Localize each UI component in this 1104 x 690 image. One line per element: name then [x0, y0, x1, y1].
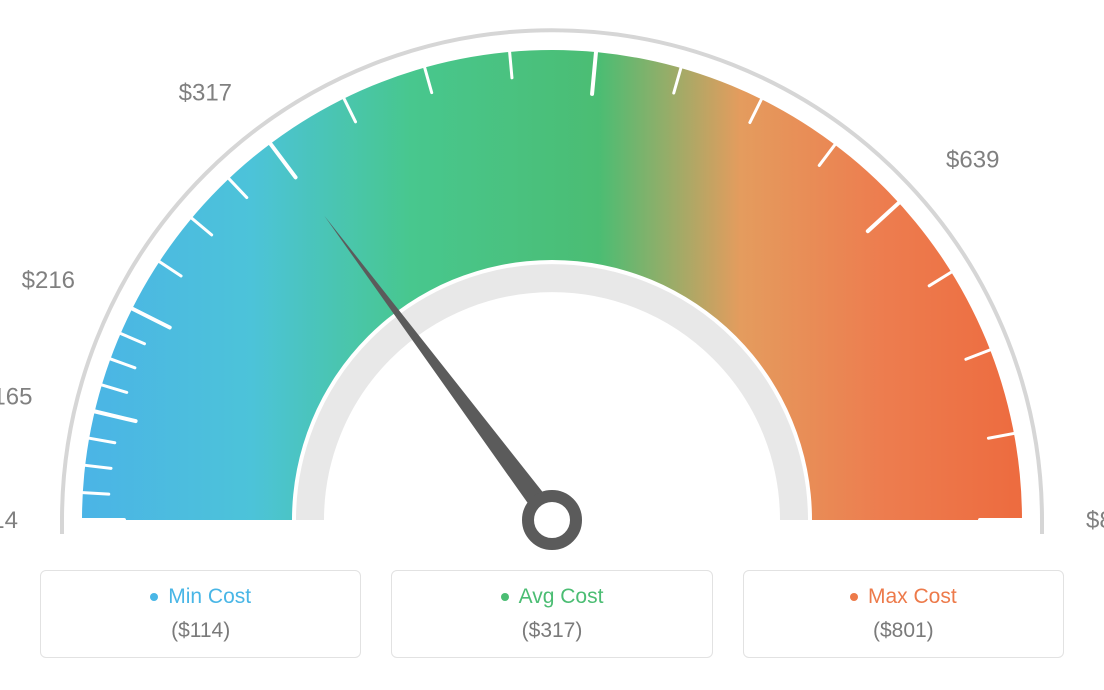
legend-title-max: Max Cost [850, 585, 957, 609]
legend-row: Min Cost ($114) Avg Cost ($317) Max Cost… [0, 570, 1104, 658]
legend-label-min: Min Cost [168, 585, 251, 609]
legend-value-min: ($114) [61, 619, 340, 643]
legend-card-max: Max Cost ($801) [743, 570, 1064, 658]
legend-value-avg: ($317) [412, 619, 691, 643]
svg-text:$317: $317 [179, 79, 232, 106]
legend-label-max: Max Cost [868, 585, 957, 609]
legend-card-min: Min Cost ($114) [40, 570, 361, 658]
legend-dot-min [150, 593, 158, 601]
svg-text:$801: $801 [1086, 507, 1104, 534]
svg-text:$165: $165 [0, 384, 32, 411]
legend-dot-max [850, 593, 858, 601]
svg-text:$114: $114 [0, 507, 18, 534]
svg-text:$216: $216 [22, 267, 75, 294]
legend-title-min: Min Cost [150, 585, 251, 609]
svg-text:$639: $639 [946, 147, 999, 174]
legend-card-avg: Avg Cost ($317) [391, 570, 712, 658]
gauge-chart: $114 $165 $216 $317 $478 $639 $801 [0, 0, 1104, 560]
legend-dot-avg [501, 593, 509, 601]
legend-title-avg: Avg Cost [501, 585, 604, 609]
svg-text:$478: $478 [575, 0, 628, 2]
legend-value-max: ($801) [764, 619, 1043, 643]
gauge-svg: $114 $165 $216 $317 $478 $639 $801 [0, 0, 1104, 560]
legend-label-avg: Avg Cost [519, 585, 604, 609]
